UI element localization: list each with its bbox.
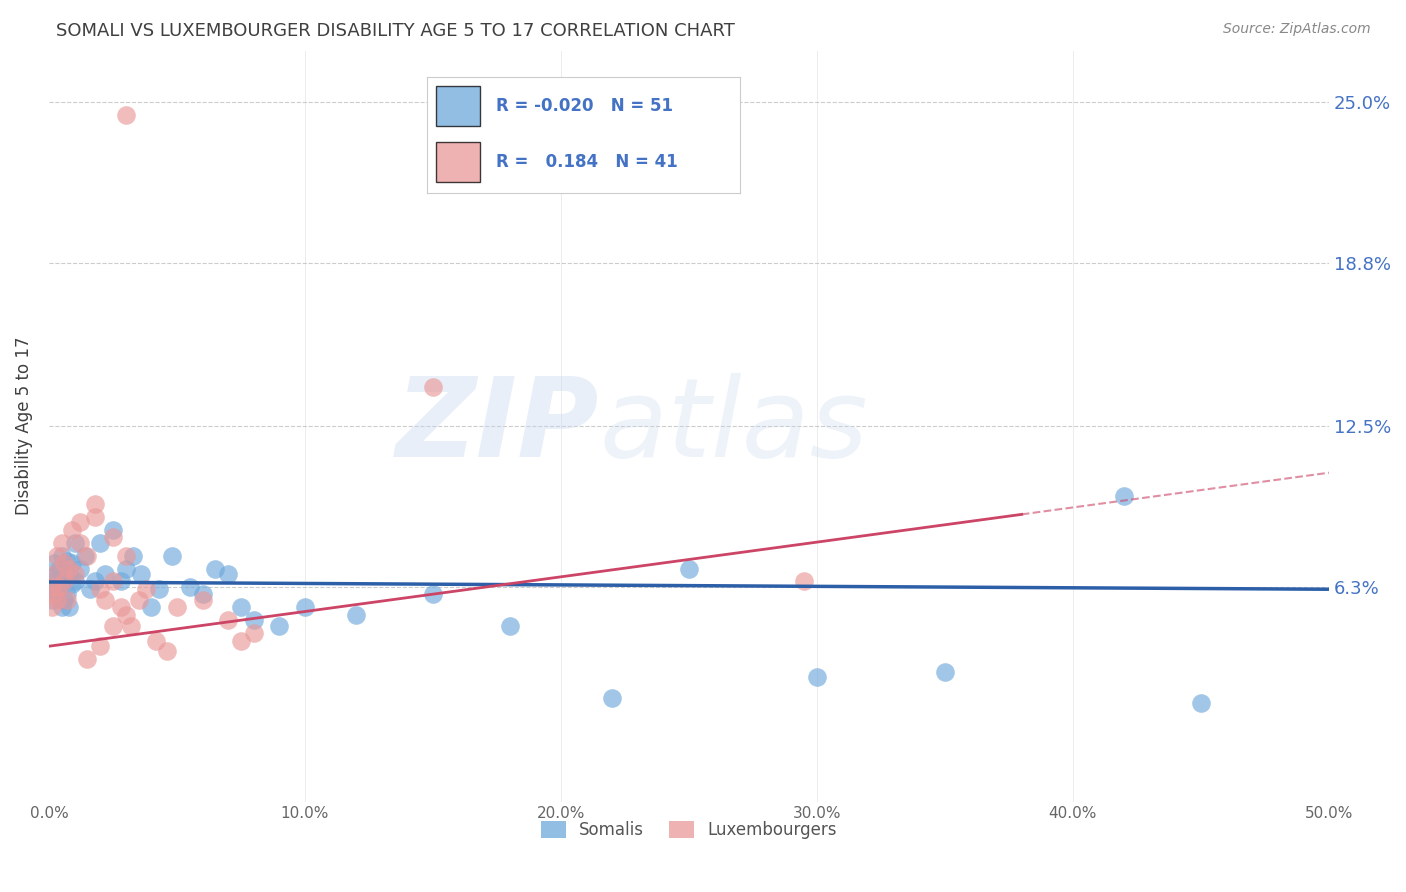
Point <box>110 574 132 589</box>
Point <box>156 644 179 658</box>
Point <box>84 497 107 511</box>
Point <box>42 587 65 601</box>
Point <box>422 380 444 394</box>
Point <box>84 574 107 589</box>
Point <box>69 535 91 549</box>
Text: ZIP: ZIP <box>396 373 599 480</box>
Point <box>63 566 86 581</box>
Point <box>114 561 136 575</box>
Point <box>41 592 63 607</box>
Point <box>45 549 67 563</box>
Point <box>58 600 80 615</box>
Point <box>229 600 252 615</box>
Point <box>191 592 214 607</box>
Point <box>101 574 124 589</box>
Point <box>89 639 111 653</box>
Point <box>69 515 91 529</box>
Point <box>76 549 98 563</box>
Point <box>79 582 101 597</box>
Point <box>60 577 83 591</box>
Point <box>101 531 124 545</box>
Y-axis label: Disability Age 5 to 17: Disability Age 5 to 17 <box>15 337 32 516</box>
Point <box>148 582 170 597</box>
Point <box>217 566 239 581</box>
Legend: Somalis, Luxembourgers: Somalis, Luxembourgers <box>534 814 844 846</box>
Point <box>269 618 291 632</box>
Point <box>141 600 163 615</box>
Point <box>114 608 136 623</box>
Point <box>42 566 65 581</box>
Point <box>101 618 124 632</box>
Point <box>45 566 67 581</box>
Point <box>63 574 86 589</box>
Point <box>344 608 367 623</box>
Point <box>48 580 70 594</box>
Point <box>129 566 152 581</box>
Point <box>204 561 226 575</box>
Point <box>41 580 63 594</box>
Point <box>56 554 79 568</box>
Point <box>60 523 83 537</box>
Point <box>53 574 76 589</box>
Point <box>42 557 65 571</box>
Text: SOMALI VS LUXEMBOURGER DISABILITY AGE 5 TO 17 CORRELATION CHART: SOMALI VS LUXEMBOURGER DISABILITY AGE 5 … <box>56 22 735 40</box>
Point <box>48 582 70 597</box>
Point <box>84 509 107 524</box>
Point <box>135 582 157 597</box>
Point <box>179 580 201 594</box>
Point <box>56 587 79 601</box>
Point <box>114 108 136 122</box>
Point <box>76 652 98 666</box>
Point <box>191 587 214 601</box>
Point <box>94 566 117 581</box>
Point <box>793 574 815 589</box>
Point <box>110 600 132 615</box>
Point <box>45 592 67 607</box>
Point <box>58 561 80 575</box>
Point <box>45 587 67 601</box>
Point <box>51 535 73 549</box>
Text: atlas: atlas <box>599 373 868 480</box>
Point <box>48 561 70 575</box>
Point <box>53 574 76 589</box>
Point <box>242 613 264 627</box>
Point <box>41 600 63 615</box>
Point <box>89 535 111 549</box>
Point <box>53 592 76 607</box>
Point <box>51 600 73 615</box>
Point <box>1189 696 1212 710</box>
Point <box>499 618 522 632</box>
Point <box>294 600 316 615</box>
Point <box>58 566 80 581</box>
Point <box>678 561 700 575</box>
Point <box>73 549 96 563</box>
Point <box>89 582 111 597</box>
Point <box>166 600 188 615</box>
Point <box>60 557 83 571</box>
Point <box>600 691 623 706</box>
Point <box>217 613 239 627</box>
Point <box>41 580 63 594</box>
Point <box>69 561 91 575</box>
Point <box>806 670 828 684</box>
Point <box>160 549 183 563</box>
Point <box>229 634 252 648</box>
Point <box>1114 489 1136 503</box>
Point <box>101 523 124 537</box>
Point <box>934 665 956 679</box>
Point <box>63 535 86 549</box>
Point <box>120 618 142 632</box>
Text: Source: ZipAtlas.com: Source: ZipAtlas.com <box>1223 22 1371 37</box>
Point <box>114 549 136 563</box>
Point <box>242 626 264 640</box>
Point <box>128 592 150 607</box>
Point <box>422 587 444 601</box>
Point <box>42 574 65 589</box>
Point <box>94 592 117 607</box>
Point <box>56 592 79 607</box>
Point <box>51 549 73 563</box>
Point <box>53 557 76 571</box>
Point <box>122 549 145 563</box>
Point <box>145 634 167 648</box>
